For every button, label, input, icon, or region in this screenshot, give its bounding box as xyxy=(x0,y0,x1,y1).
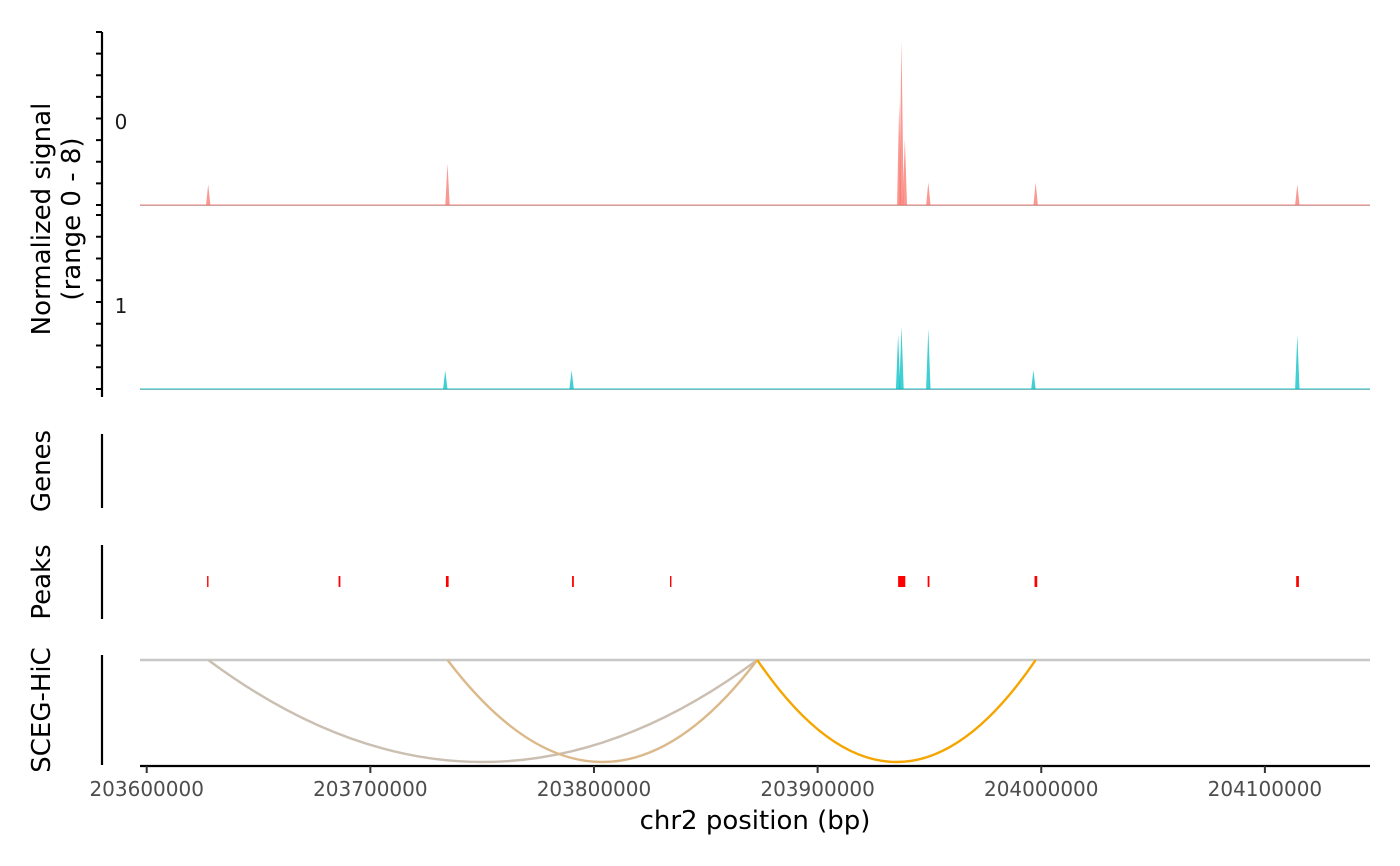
coverage-peak xyxy=(899,326,904,389)
peak-region xyxy=(1296,576,1299,587)
links-panel: SCEG-HiC xyxy=(27,647,1370,773)
coverage-peak xyxy=(443,370,448,389)
coverage-peak xyxy=(895,334,901,389)
coverage-peak xyxy=(897,101,902,205)
x-axis-title: chr2 position (bp) xyxy=(640,806,871,836)
x-ticks: 203600000 203700000 203800000 203900000 2040… xyxy=(89,766,1322,801)
peak-region xyxy=(338,576,341,587)
x-tick-label: 204000000 xyxy=(984,777,1099,801)
peak-region xyxy=(207,576,209,587)
coverage-peak xyxy=(1033,182,1038,205)
peak-region xyxy=(1034,576,1038,587)
coverage-peak xyxy=(902,139,908,205)
peak-regions xyxy=(207,576,1299,587)
coverage-y-ticks xyxy=(96,31,102,390)
x-axis: 203600000 203700000 203800000 203900000 2040… xyxy=(89,764,1370,836)
peaks-label: Peaks xyxy=(27,544,57,619)
x-tick-label: 203700000 xyxy=(313,777,428,801)
coverage-peak xyxy=(926,182,931,205)
x-tick-label: 203800000 xyxy=(537,777,652,801)
peak-region xyxy=(927,576,930,587)
coverage-peak xyxy=(445,163,450,205)
coverage-track-1 xyxy=(140,326,1370,390)
coverage-peak xyxy=(1295,184,1300,205)
coverage-peak xyxy=(926,328,931,389)
link-arc xyxy=(446,659,759,764)
x-tick-label: 204100000 xyxy=(1208,777,1323,801)
coverage-y-label-range: (range 0 - 8) xyxy=(57,137,87,300)
coverage-peak xyxy=(569,370,574,389)
track-label-1: 1 xyxy=(115,294,128,318)
coverage-peak xyxy=(1295,334,1300,389)
peaks-panel: Peaks xyxy=(27,544,1299,620)
peak-region xyxy=(572,576,574,587)
link-arcs xyxy=(207,659,1037,764)
x-tick-label: 203900000 xyxy=(760,777,875,801)
genes-label: Genes xyxy=(27,430,57,512)
coverage-peak xyxy=(206,184,211,205)
x-tick-label: 203600000 xyxy=(89,777,204,801)
coverage-track-0 xyxy=(140,40,1370,206)
link-arc xyxy=(756,659,1037,763)
genes-panel: Genes xyxy=(27,430,104,512)
peak-region xyxy=(670,576,672,587)
track-label-0: 0 xyxy=(115,110,128,134)
coverage-y-label: Normalized signal xyxy=(27,103,57,336)
links-label: SCEG-HiC xyxy=(27,647,57,773)
coverage-panel: 0 1 Normalized signal (range 0 - 8) xyxy=(27,31,1370,397)
coverage-peak xyxy=(1031,370,1036,389)
peak-region xyxy=(445,576,449,587)
link-arc xyxy=(207,659,758,764)
peak-region xyxy=(898,576,906,587)
